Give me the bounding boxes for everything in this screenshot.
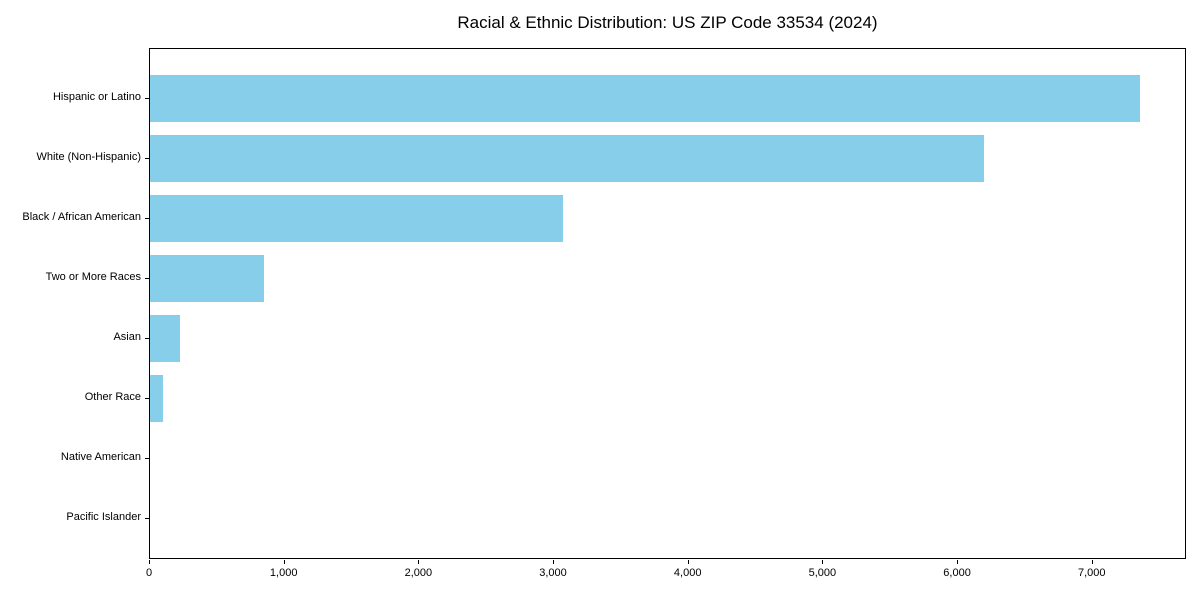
x-tick-mark xyxy=(1091,560,1093,564)
bar xyxy=(150,135,984,182)
plot-area xyxy=(149,48,1186,559)
x-tick-mark xyxy=(418,560,420,564)
y-tick-label: Hispanic or Latino xyxy=(52,91,141,103)
y-tick-mark xyxy=(145,397,149,399)
x-tick-label: 2,000 xyxy=(404,567,433,579)
bar xyxy=(150,315,180,362)
x-tick-mark xyxy=(553,560,555,564)
y-tick-label: Asian xyxy=(113,331,141,343)
x-tick-label: 7,000 xyxy=(1077,567,1106,579)
y-tick-mark xyxy=(145,97,149,99)
bar xyxy=(150,75,1140,122)
x-tick-mark xyxy=(957,560,959,564)
y-tick-label: Pacific Islander xyxy=(66,511,141,523)
x-tick-mark xyxy=(283,560,285,564)
x-tick-mark xyxy=(149,560,150,564)
y-tick-mark xyxy=(145,277,149,279)
x-tick-mark xyxy=(687,560,689,564)
x-tick-label: 0 xyxy=(145,567,153,579)
y-tick-label: Two or More Races xyxy=(45,271,141,283)
bar xyxy=(150,255,264,302)
bar xyxy=(150,375,163,422)
x-tick-label: 4,000 xyxy=(673,567,702,579)
y-tick-mark xyxy=(145,337,149,339)
x-tick-label: 6,000 xyxy=(943,567,971,579)
y-tick-label: Other Race xyxy=(84,391,141,403)
y-tick-mark xyxy=(145,217,149,219)
x-tick-label: 5,000 xyxy=(808,567,837,579)
y-tick-label: White (Non-Hispanic) xyxy=(36,151,141,163)
bar xyxy=(150,195,563,242)
y-tick-label: Black / African American xyxy=(22,211,141,223)
x-tick-label: 3,000 xyxy=(539,567,567,579)
y-tick-mark xyxy=(145,457,149,459)
x-tick-label: 1,000 xyxy=(269,567,298,579)
chart-title: Racial & Ethnic Distribution: US ZIP Cod… xyxy=(457,13,878,32)
x-tick-mark xyxy=(822,560,824,564)
y-tick-label: Native American xyxy=(60,451,141,463)
y-tick-mark xyxy=(145,517,149,519)
y-tick-mark xyxy=(145,157,149,159)
